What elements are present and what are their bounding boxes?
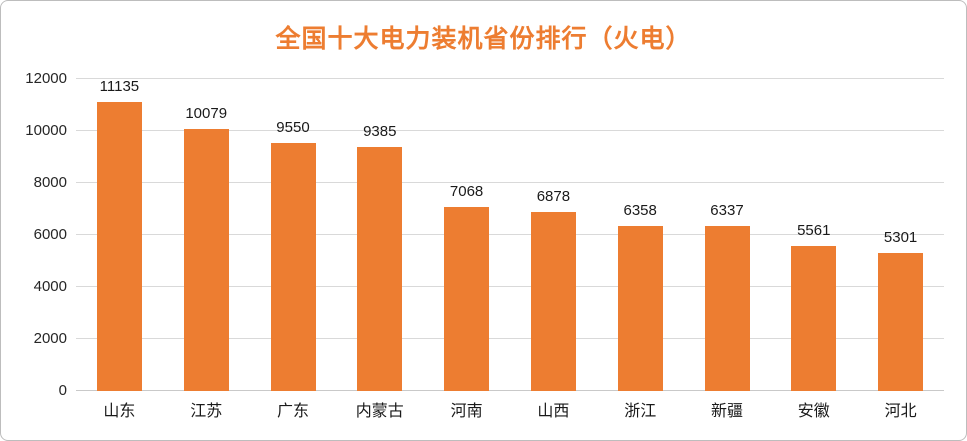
gridline-6000 — [76, 234, 944, 235]
bar-6 — [530, 212, 576, 391]
bar-value-label-7: 6358 — [623, 201, 657, 219]
bar-value-label-5: 7068 — [449, 183, 484, 201]
bar-7 — [617, 225, 663, 391]
y-tick-label-2000: 2000 — [33, 330, 67, 347]
bar-4 — [357, 147, 403, 391]
bar-value-label-9: 5561 — [797, 222, 831, 240]
x-category-label-6: 山西 — [537, 403, 570, 420]
bar-5 — [444, 207, 490, 391]
x-category-label-10: 河北 — [884, 403, 917, 420]
x-category-label-1: 山东 — [103, 403, 136, 420]
gridline-12000 — [76, 78, 944, 79]
bar-value-label-10: 5301 — [883, 229, 918, 247]
x-category-label-7: 浙江 — [624, 403, 657, 420]
chart-title: 全国十大电力装机省份排行（火电） — [275, 25, 692, 53]
bar-2 — [183, 128, 229, 391]
x-category-label-5: 河南 — [450, 403, 483, 420]
x-category-label-2: 江苏 — [190, 403, 223, 420]
bar-value-label-1: 11135 — [99, 77, 140, 95]
y-tick-label-4000: 4000 — [33, 278, 67, 295]
x-category-label-8: 新疆 — [710, 403, 743, 420]
bar-value-label-6: 6878 — [536, 188, 571, 206]
bar-value-label-2: 10079 — [185, 104, 228, 122]
bar-9 — [791, 246, 837, 391]
y-tick-label-10000: 10000 — [25, 122, 67, 139]
bar-3 — [270, 142, 316, 391]
plot-area: 11135 10079 9550 9385 7068 6878 6358 6337 5561 53… — [76, 77, 944, 420]
x-category-label-9: 安徽 — [797, 403, 830, 420]
x-category-label-3: 广东 — [276, 403, 309, 420]
bar-8 — [704, 226, 750, 391]
y-tick-label-8000: 8000 — [33, 174, 67, 191]
bar-1 — [96, 101, 142, 391]
gridline-10000 — [76, 130, 944, 131]
bar-value-label-4: 9385 — [363, 123, 397, 140]
y-tick-label-6000: 6000 — [33, 226, 67, 243]
gridline-8000 — [76, 182, 944, 183]
x-category-label-4: 内蒙古 — [355, 403, 404, 420]
y-tick-label-0: 0 — [58, 382, 67, 399]
gridline-4000 — [76, 286, 944, 287]
bar-value-label-3: 9550 — [276, 118, 310, 136]
bar-value-label-8: 6337 — [710, 202, 744, 220]
bar-10 — [878, 253, 924, 391]
gridline-0 — [76, 390, 944, 391]
gridline-2000 — [76, 338, 944, 339]
y-tick-label-12000: 12000 — [25, 70, 67, 87]
